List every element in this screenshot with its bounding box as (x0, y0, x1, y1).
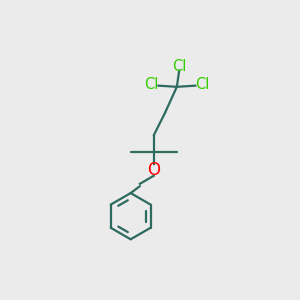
Text: Cl: Cl (172, 58, 186, 74)
Text: Cl: Cl (195, 77, 209, 92)
Text: O: O (147, 161, 160, 179)
Text: Cl: Cl (144, 77, 159, 92)
